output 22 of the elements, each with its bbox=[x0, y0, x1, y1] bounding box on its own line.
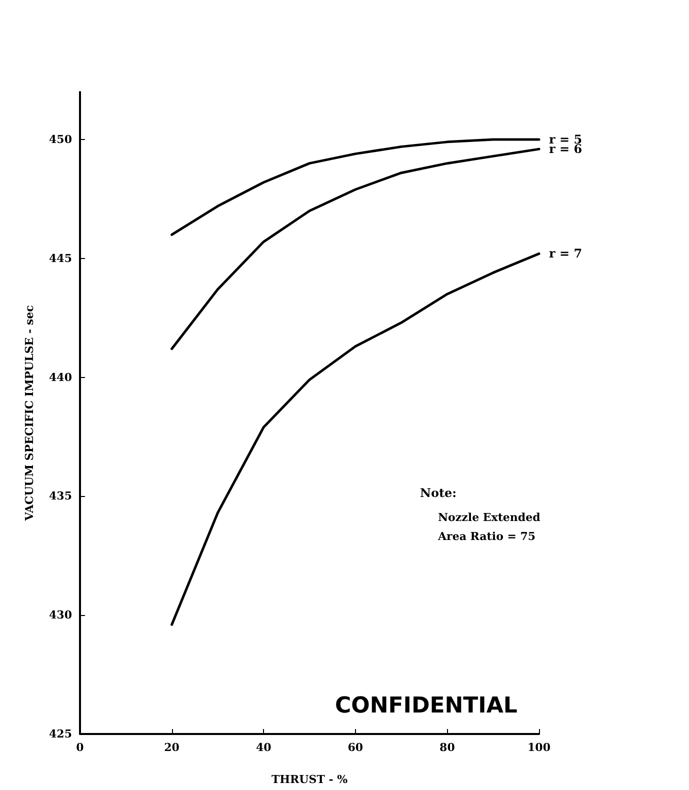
annotation: CONFIDENTIAL bbox=[335, 694, 518, 718]
y-tick-label: 440 bbox=[49, 370, 72, 384]
y-tick-label: 445 bbox=[49, 252, 72, 265]
x-tick-label: 60 bbox=[348, 741, 364, 754]
x-tick-label: 40 bbox=[256, 741, 272, 754]
y-axis-title: VACUUM SPECIFIC IMPULSE - sec bbox=[23, 304, 36, 522]
line-series bbox=[170, 148, 540, 350]
line-series bbox=[170, 138, 540, 236]
annotation: Area Ratio = 75 bbox=[437, 530, 536, 543]
y-tick-label: 450 bbox=[49, 133, 72, 146]
x-tick-label: 0 bbox=[76, 741, 84, 754]
x-axis-title: THRUST - % bbox=[271, 773, 348, 786]
y-tick-label: 435 bbox=[49, 490, 72, 503]
series-label: r = 7 bbox=[549, 246, 582, 261]
line-series bbox=[170, 252, 540, 626]
x-tick-label: 100 bbox=[528, 741, 551, 754]
annotation: Note: bbox=[420, 486, 457, 500]
y-tick-label: 425 bbox=[49, 728, 72, 740]
x-tick-label: 80 bbox=[440, 741, 456, 754]
x-tick-label: 20 bbox=[164, 741, 180, 754]
y-tick-label: 430 bbox=[49, 608, 72, 622]
annotation: Nozzle Extended bbox=[438, 511, 541, 524]
